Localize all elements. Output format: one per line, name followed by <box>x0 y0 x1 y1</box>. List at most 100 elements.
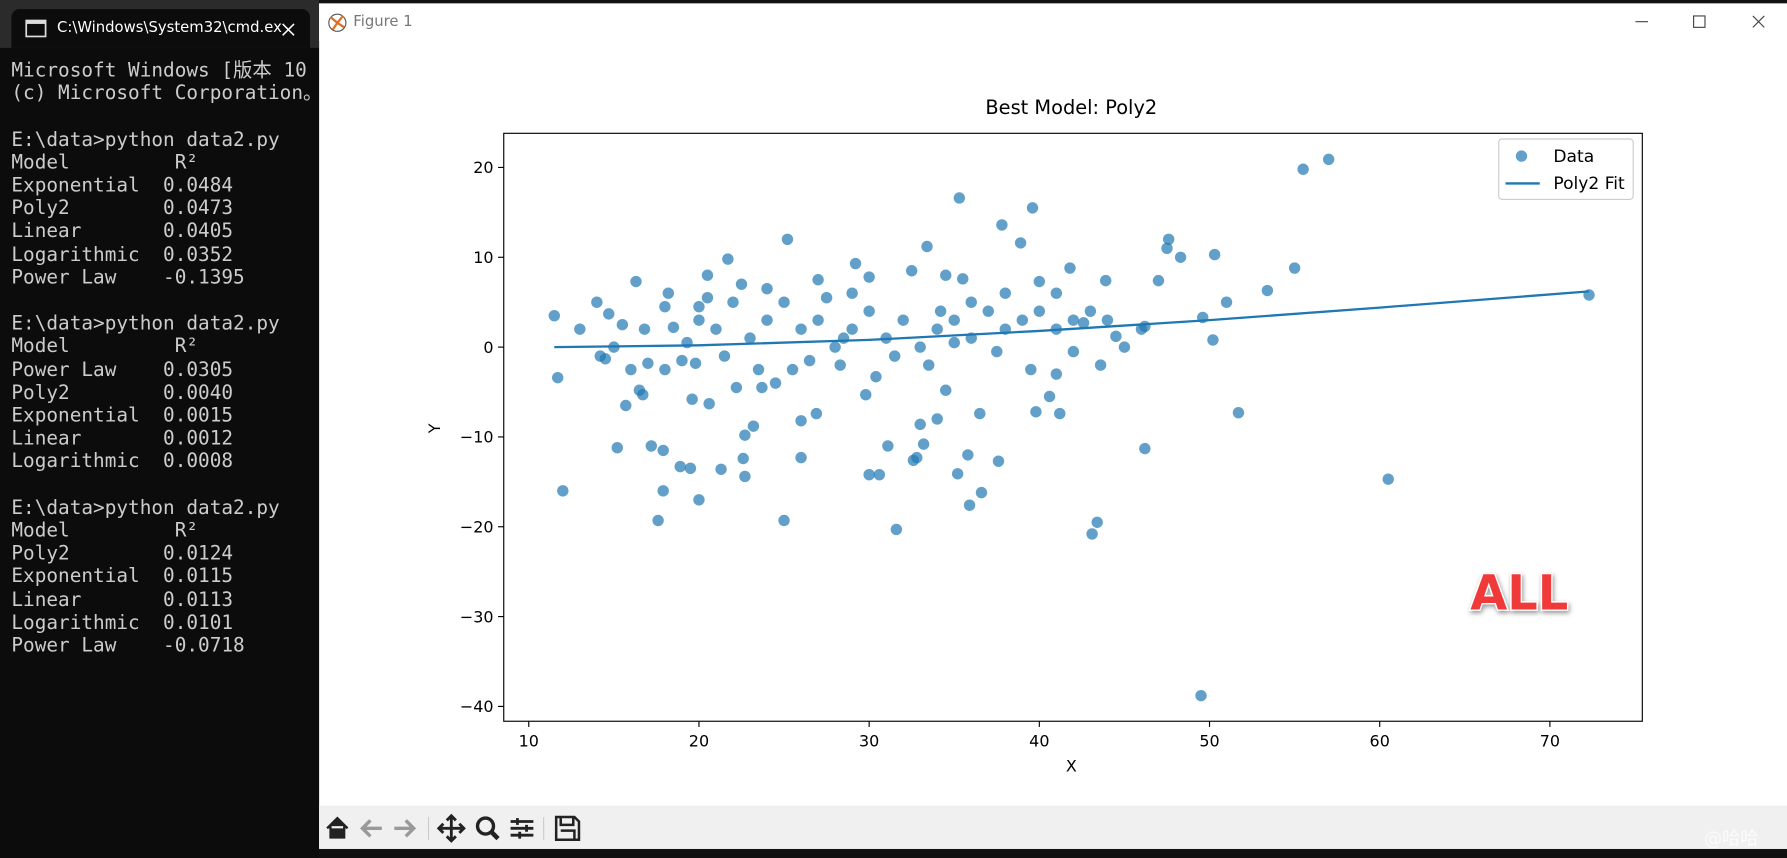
output-line: Power Law 0.0305 <box>11 358 234 382</box>
data-point <box>1043 390 1056 403</box>
data-point <box>992 455 1005 467</box>
data-point <box>963 499 976 511</box>
y-tick-label: 0 <box>483 338 493 357</box>
configure-button[interactable] <box>510 818 534 839</box>
output-block: Microsoft Windows [版本 10 (c) Microsoft Co… <box>11 59 319 105</box>
save-button[interactable] <box>554 815 581 841</box>
data-point <box>674 460 686 473</box>
x-tick-label: 20 <box>689 731 709 750</box>
output-line: E:\data>python data2.py <box>11 128 280 152</box>
data-point <box>849 257 862 270</box>
data-point <box>599 353 612 365</box>
data-point <box>873 468 886 481</box>
window-controls <box>1635 15 1765 28</box>
maximize[interactable] <box>1693 15 1706 28</box>
y-tick-label: −10 <box>460 428 494 447</box>
data-point <box>991 345 1003 358</box>
data-point <box>722 253 734 265</box>
data-point <box>659 300 671 313</box>
data-point <box>1067 345 1080 358</box>
close[interactable] <box>1752 15 1765 28</box>
output-line: Logarithmic 0.0008 <box>11 450 234 474</box>
data-point <box>611 442 623 454</box>
window-title: Figure 1 <box>353 13 413 31</box>
y-tick-label: −30 <box>460 607 494 626</box>
title-bar: Figure 1 <box>319 3 1787 42</box>
output-line: Poly2 0.0124 <box>11 542 234 566</box>
x-tick-label: 60 <box>1370 731 1390 750</box>
data-point <box>1152 274 1165 287</box>
data-point <box>911 451 923 464</box>
app-icon <box>328 13 347 32</box>
data-point <box>897 314 909 326</box>
pan-button[interactable] <box>436 813 466 843</box>
data-point <box>951 468 964 480</box>
data-point <box>1135 323 1148 335</box>
data-point <box>803 354 816 367</box>
chart: Best Model: Poly2 X Y 10 20 30 40 50 60 70 −40 −… <box>425 96 1643 775</box>
figure-window: Figure 1 Best Model: Poly2 X Y 10 20 30 40 5… <box>319 3 1787 849</box>
data-point <box>701 291 714 304</box>
data-point <box>778 514 790 527</box>
data-point <box>965 296 977 308</box>
data-point <box>637 389 649 401</box>
legend-marker <box>1515 150 1528 162</box>
tab-close[interactable] <box>280 22 296 38</box>
data-point <box>574 323 586 335</box>
output-line: Exponential 0.0115 <box>11 565 234 589</box>
forward-button[interactable] <box>394 819 417 838</box>
data-point <box>1050 287 1063 299</box>
data-point <box>1101 314 1114 326</box>
data-point <box>676 354 688 367</box>
back-button[interactable] <box>360 819 382 838</box>
zoom-button[interactable] <box>475 816 500 841</box>
data-point <box>739 470 751 483</box>
output-line: (c) Microsoft Corporation。 <box>11 82 320 106</box>
data-point <box>795 451 807 464</box>
data-point <box>837 332 850 344</box>
data-point <box>795 415 807 427</box>
data-point <box>810 407 823 420</box>
data-point <box>1161 242 1173 254</box>
annotation: ALL <box>1470 567 1568 622</box>
data-point <box>689 357 702 369</box>
data-point <box>846 323 858 335</box>
data-point <box>662 287 675 299</box>
data-point <box>701 269 714 281</box>
data-point <box>693 300 705 313</box>
data-point <box>863 468 875 481</box>
data-point <box>778 296 790 308</box>
data-point <box>982 305 994 317</box>
data-point <box>1033 275 1046 288</box>
output-line: Model R² <box>11 335 199 359</box>
output-line: Exponential 0.0484 <box>11 174 234 198</box>
data-point <box>829 341 841 353</box>
data-point <box>1084 305 1097 317</box>
data-point <box>975 486 988 499</box>
output-block: E:\data>python data2.py Model R² Poly2 0.0… <box>11 497 319 658</box>
data-point <box>962 449 974 461</box>
data-point <box>953 192 966 204</box>
toolbar <box>319 805 1787 849</box>
terminal-tab[interactable]: C:\Windows\System32\cmd.ex <box>11 9 310 48</box>
data-point <box>1195 689 1207 702</box>
data-point <box>923 359 935 371</box>
data-point <box>999 287 1011 299</box>
data-point <box>761 283 773 295</box>
data-point <box>1067 314 1080 326</box>
output-line: Poly2 0.0473 <box>11 197 234 221</box>
home-button[interactable] <box>326 816 349 839</box>
output-block: E:\data>python data2.py Model R² Power Law… <box>11 312 319 473</box>
x-tick-label: 30 <box>859 731 879 750</box>
data-point <box>1174 251 1187 263</box>
output-block: E:\data>python data2.py Model R² Exponenti… <box>11 128 319 289</box>
data-point <box>863 305 875 317</box>
data-point <box>667 321 680 334</box>
data-point <box>747 420 760 432</box>
data-point <box>1110 330 1122 343</box>
data-point <box>603 308 615 320</box>
y-tick-label: −40 <box>460 697 494 716</box>
output-line: E:\data>python data2.py <box>11 312 280 336</box>
cmd-icon <box>25 19 47 38</box>
